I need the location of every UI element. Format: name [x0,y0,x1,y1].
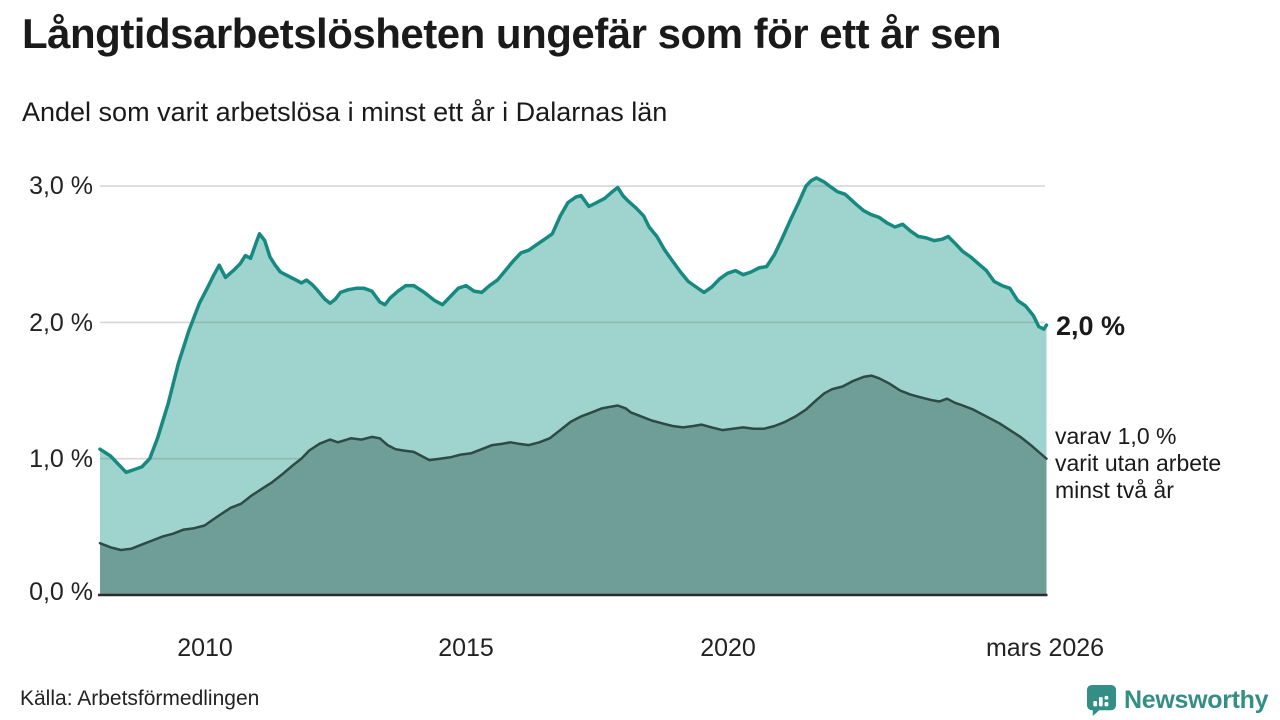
secondary-series-label-line2: varit utan arbete [1055,450,1222,476]
y-axis-tick-2: 2,0 % [29,309,93,337]
y-axis-tick-3: 3,0 % [29,172,93,200]
page-title: Långtidsarbetslösheten ungefär som för e… [22,10,1002,57]
x-axis-tick-2015: 2015 [438,634,494,662]
brand-name: Newsworthy [1124,686,1269,714]
source-attribution: Källa: Arbetsförmedlingen [20,687,260,710]
brand-logo: Newsworthy [1086,684,1269,717]
area-unemployed-two-years [100,375,1047,595]
x-axis-tick-2020: 2020 [700,634,756,662]
y-axis-tick-1: 1,0 % [29,445,93,473]
page-subtitle: Andel som varit arbetslösa i minst ett å… [22,97,668,127]
secondary-series-label-line1: varav 1,0 % [1055,423,1177,449]
newsworthy-speech-bubble-bar-chart-icon [1086,685,1117,716]
y-axis-tick-0: 0,0 % [29,578,93,606]
series-end-value-label: 2,0 % [1056,311,1126,341]
x-axis-tick-mars-2026: mars 2026 [985,634,1105,662]
line-unemployed-one-year [98,176,1049,475]
x-axis-tick-2010: 2010 [177,634,233,662]
secondary-series-label-line3: minst två år [1055,477,1174,503]
secondary-series-label: varav 1,0 % varit utan arbete minst två … [1055,423,1221,504]
line-unemployed-two-years [98,374,1048,552]
